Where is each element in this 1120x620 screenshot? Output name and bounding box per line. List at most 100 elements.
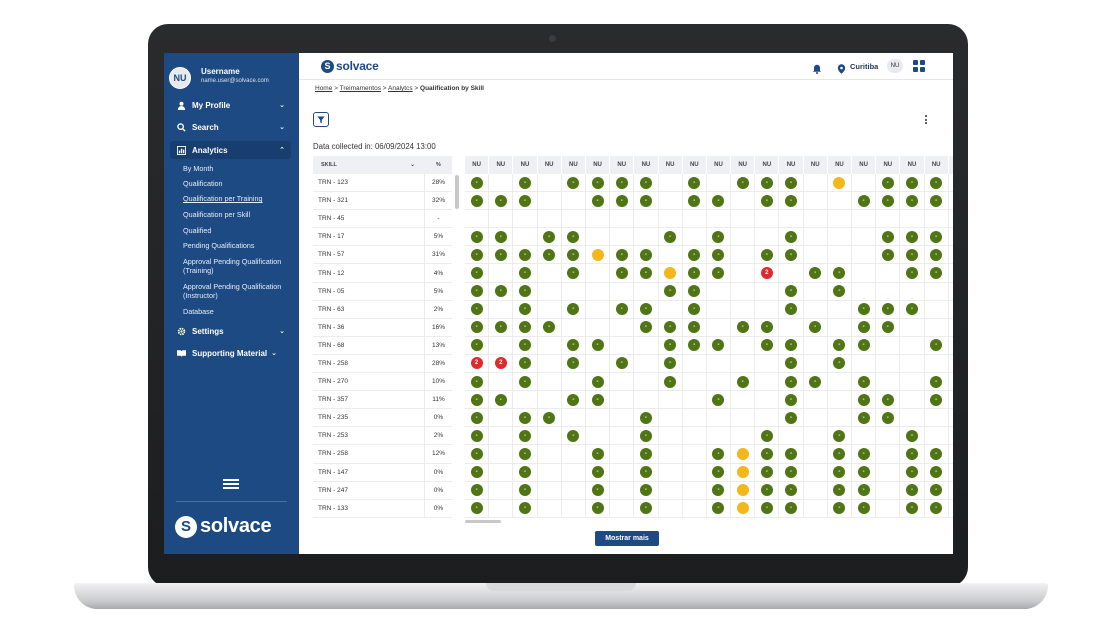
qualified-status-dot[interactable]: - [760,447,773,460]
qualified-status-dot[interactable]: - [494,393,507,406]
qualified-status-dot[interactable]: - [664,321,677,334]
qualified-status-dot[interactable]: - [518,466,531,479]
qualified-status-dot[interactable]: - [857,321,870,334]
nav-my-profile[interactable]: My Profile ⌄ [170,96,291,114]
bell-icon[interactable] [812,61,822,79]
qualified-status-dot[interactable]: - [470,176,483,189]
qualified-status-dot[interactable]: - [712,447,725,460]
chevron-down-icon[interactable]: ⌄ [409,162,415,168]
pending-status-dot[interactable] [736,502,749,515]
qualified-status-dot[interactable]: - [930,447,943,460]
qualified-status-dot[interactable]: - [543,321,556,334]
qualified-status-dot[interactable]: - [567,248,580,261]
sidebar-item-approval-pending-instructor[interactable]: Approval Pending Qualification (Instruct… [183,282,282,300]
qualified-status-dot[interactable]: - [664,375,677,388]
sidebar-item-qualified[interactable]: Qualified [183,226,212,235]
qualified-status-dot[interactable]: - [905,176,918,189]
expired-status-dot[interactable]: 2 [494,357,507,370]
qualified-status-dot[interactable]: - [518,176,531,189]
qualified-status-dot[interactable]: - [470,375,483,388]
sidebar-item-database[interactable]: Database [183,307,214,316]
qualified-status-dot[interactable]: - [688,267,701,280]
qualified-status-dot[interactable]: - [518,375,531,388]
qualified-status-dot[interactable]: - [494,194,507,207]
qualified-status-dot[interactable]: - [494,321,507,334]
qualified-status-dot[interactable]: - [881,393,894,406]
qualified-status-dot[interactable]: - [785,176,798,189]
pending-status-dot[interactable] [833,176,846,189]
employee-column-header[interactable]: NU [803,156,828,174]
employee-column-header[interactable]: NU [755,156,780,174]
skill-column-header[interactable]: SKILL ⌄ [313,162,425,168]
qualified-status-dot[interactable]: - [591,502,604,515]
qualified-status-dot[interactable]: - [712,502,725,515]
qualified-status-dot[interactable]: - [518,357,531,370]
qualified-status-dot[interactable]: - [470,321,483,334]
qualified-status-dot[interactable]: - [518,194,531,207]
qualified-status-dot[interactable]: - [470,484,483,497]
qualified-status-dot[interactable]: - [688,176,701,189]
qualified-status-dot[interactable]: - [785,375,798,388]
qualified-status-dot[interactable]: - [639,267,652,280]
qualified-status-dot[interactable]: - [785,411,798,424]
qualified-status-dot[interactable]: - [833,339,846,352]
qualified-status-dot[interactable]: - [833,267,846,280]
qualified-status-dot[interactable]: - [567,357,580,370]
qualified-status-dot[interactable]: - [785,466,798,479]
qualified-status-dot[interactable]: - [664,230,677,243]
employee-column-header[interactable]: NU [658,156,683,174]
qualified-status-dot[interactable]: - [712,194,725,207]
hamburger-icon[interactable] [223,479,239,491]
qualified-status-dot[interactable]: - [518,267,531,280]
qualified-status-dot[interactable]: - [760,466,773,479]
qualified-status-dot[interactable]: - [518,502,531,515]
qualified-status-dot[interactable]: - [494,285,507,298]
sidebar-item-pending-qualifications[interactable]: Pending Qualifications [183,241,255,250]
qualified-status-dot[interactable]: - [905,484,918,497]
qualified-status-dot[interactable]: - [470,303,483,316]
qualified-status-dot[interactable]: - [760,484,773,497]
qualified-status-dot[interactable]: - [470,429,483,442]
qualified-status-dot[interactable]: - [809,321,822,334]
sidebar-item-by-month[interactable]: By Month [183,164,214,173]
qualified-status-dot[interactable]: - [881,248,894,261]
qualified-status-dot[interactable]: - [857,411,870,424]
vertical-scrollbar[interactable] [455,175,459,209]
qualified-status-dot[interactable]: - [930,176,943,189]
qualified-status-dot[interactable]: - [712,393,725,406]
qualified-status-dot[interactable]: - [591,393,604,406]
qualified-status-dot[interactable]: - [881,411,894,424]
qualified-status-dot[interactable]: - [833,502,846,515]
qualified-status-dot[interactable]: - [930,339,943,352]
expired-status-dot[interactable]: 2 [470,357,483,370]
more-options-icon[interactable] [925,115,929,126]
qualified-status-dot[interactable]: - [591,339,604,352]
qualified-status-dot[interactable]: - [760,194,773,207]
qualified-status-dot[interactable]: - [470,411,483,424]
qualified-status-dot[interactable]: - [905,303,918,316]
qualified-status-dot[interactable]: - [567,303,580,316]
qualified-status-dot[interactable]: - [567,176,580,189]
qualified-status-dot[interactable]: - [760,321,773,334]
qualified-status-dot[interactable]: - [494,230,507,243]
qualified-status-dot[interactable]: - [639,194,652,207]
qualified-status-dot[interactable]: - [930,194,943,207]
qualified-status-dot[interactable]: - [543,248,556,261]
qualified-status-dot[interactable]: - [833,484,846,497]
qualified-status-dot[interactable]: - [688,339,701,352]
qualified-status-dot[interactable]: - [905,429,918,442]
show-more-button[interactable]: Mostrar mais [595,531,659,546]
qualified-status-dot[interactable]: - [857,375,870,388]
qualified-status-dot[interactable]: - [785,285,798,298]
qualified-status-dot[interactable]: - [785,502,798,515]
qualified-status-dot[interactable]: - [881,321,894,334]
qualified-status-dot[interactable]: - [567,393,580,406]
qualified-status-dot[interactable]: - [688,285,701,298]
qualified-status-dot[interactable]: - [664,285,677,298]
nav-analytics[interactable]: Analytics ⌃ [170,141,291,159]
qualified-status-dot[interactable]: - [905,230,918,243]
employee-column-header[interactable]: NU [852,156,877,174]
qualified-status-dot[interactable]: - [857,484,870,497]
qualified-status-dot[interactable]: - [615,248,628,261]
employee-column-header[interactable]: NU [465,156,490,174]
